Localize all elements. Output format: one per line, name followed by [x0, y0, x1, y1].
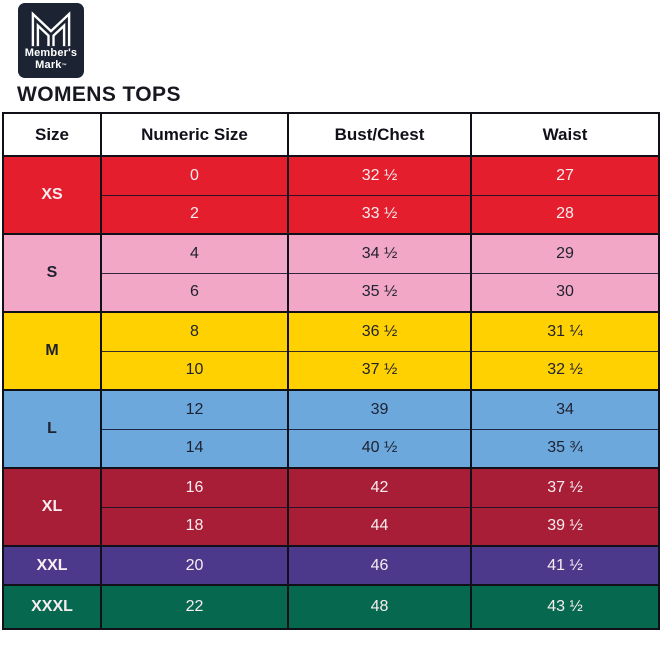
logo-line2: Mark™	[35, 58, 67, 71]
size-table-body: XS 0 32 ½ 27 2 33 ½ 28 S 4 34 ½ 29 6 35 ½ 30 M 8 36 ½ 31 …	[2, 155, 660, 630]
waist-cell: 27	[470, 155, 660, 196]
bust-chest-cell: 34 ½	[287, 233, 472, 274]
logo-line1: Member's	[24, 47, 78, 59]
table-row: XXL 20 46 41 ½	[2, 545, 660, 586]
numeric-size-cell: 16	[100, 467, 289, 508]
page-title: WOMENS TOPS	[17, 83, 181, 106]
numeric-size-cell: 0	[100, 155, 289, 196]
numeric-size-cell: 14	[100, 428, 289, 469]
header-size: Size	[2, 112, 102, 157]
waist-cell: 34	[470, 389, 660, 430]
size-label-xs: XS	[2, 155, 102, 235]
header-waist: Waist	[470, 112, 660, 157]
table-row: 2 33 ½ 28	[3, 194, 660, 235]
numeric-size-cell: 6	[100, 272, 289, 313]
numeric-size-cell: 10	[100, 350, 289, 391]
waist-cell: 43 ½	[470, 584, 660, 630]
table-row: 6 35 ½ 30	[3, 272, 660, 313]
bust-chest-cell: 39	[287, 389, 472, 430]
table-row: XL 16 42 37 ½	[2, 467, 660, 547]
table-header: Size Numeric Size Bust/Chest Waist	[2, 112, 660, 157]
size-chart-table: Size Numeric Size Bust/Chest Waist XS 0 32…	[2, 112, 660, 630]
table-row: XXXL 22 48 43 ½	[2, 584, 660, 630]
logo-text: Member's Mark™	[24, 47, 78, 72]
numeric-size-cell: 12	[100, 389, 289, 430]
table-row: 10 37 ½ 32 ½	[3, 350, 660, 391]
table-row: XS 0 32 ½ 27	[2, 155, 660, 235]
waist-cell: 28	[470, 194, 660, 235]
size-label-l: L	[2, 389, 102, 469]
waist-cell: 41 ½	[470, 545, 660, 586]
bust-chest-cell: 37 ½	[287, 350, 472, 391]
bust-chest-cell: 40 ½	[287, 428, 472, 469]
numeric-size-cell: 4	[100, 233, 289, 274]
bust-chest-cell: 36 ½	[287, 311, 472, 352]
waist-cell: 30	[470, 272, 660, 313]
size-label-s: S	[2, 233, 102, 313]
bust-chest-cell: 32 ½	[287, 155, 472, 196]
bust-chest-cell: 35 ½	[287, 272, 472, 313]
size-label-xxl: XXL	[2, 545, 102, 586]
bust-chest-cell: 33 ½	[287, 194, 472, 235]
header-bust-chest: Bust/Chest	[287, 112, 472, 157]
numeric-size-cell: 8	[100, 311, 289, 352]
table-row: 18 44 39 ½	[3, 506, 660, 547]
numeric-size-cell: 22	[100, 584, 289, 630]
size-label-xxxl: XXXL	[2, 584, 102, 630]
waist-cell: 31 ¼	[470, 311, 660, 352]
members-mark-m-icon	[31, 11, 71, 47]
numeric-size-cell: 18	[100, 506, 289, 547]
header-row: Size Numeric Size Bust/Chest Waist	[2, 112, 660, 157]
waist-cell: 35 ¾	[470, 428, 660, 469]
table-row: S 4 34 ½ 29	[2, 233, 660, 313]
numeric-size-cell: 20	[100, 545, 289, 586]
table-row: 14 40 ½ 35 ¾	[3, 428, 660, 469]
waist-cell: 29	[470, 233, 660, 274]
table-row: L 12 39 34	[2, 389, 660, 469]
size-label-xl: XL	[2, 467, 102, 547]
trademark-symbol: ™	[61, 62, 67, 69]
bust-chest-cell: 44	[287, 506, 472, 547]
bust-chest-cell: 48	[287, 584, 472, 630]
waist-cell: 39 ½	[470, 506, 660, 547]
bust-chest-cell: 46	[287, 545, 472, 586]
waist-cell: 32 ½	[470, 350, 660, 391]
members-mark-logo: Member's Mark™	[18, 3, 84, 78]
size-label-m: M	[2, 311, 102, 391]
waist-cell: 37 ½	[470, 467, 660, 508]
table-row: M 8 36 ½ 31 ¼	[2, 311, 660, 391]
numeric-size-cell: 2	[100, 194, 289, 235]
bust-chest-cell: 42	[287, 467, 472, 508]
header-numeric-size: Numeric Size	[100, 112, 289, 157]
